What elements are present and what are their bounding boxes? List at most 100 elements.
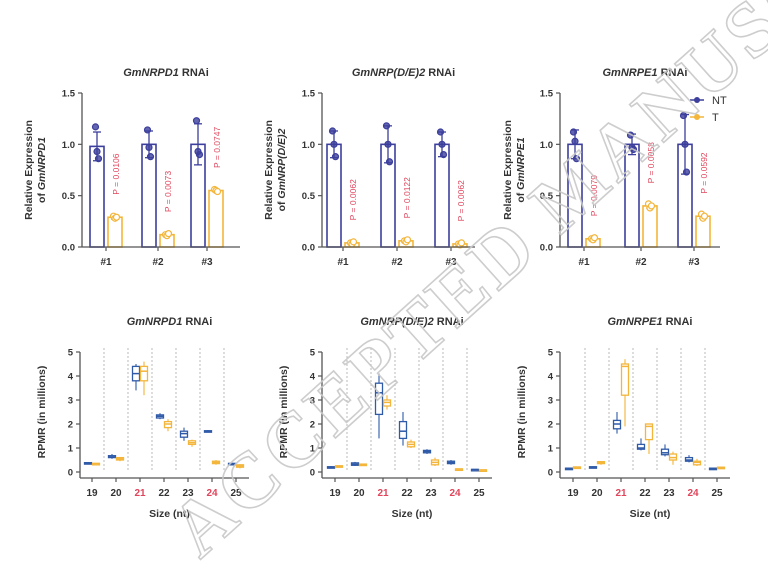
y-label-gene: GmNRPE1 [515,137,527,190]
y-tick-label: 3 [310,396,315,407]
x-tick-label: #3 [445,257,457,268]
y-tick-label: 5 [68,348,74,359]
x-tick-label: 19 [86,488,98,499]
x-tick-label: 22 [158,488,170,499]
y-axis-label: Relative Expressionof GmNRPD1 [23,120,48,220]
box-chart-2: GmNRP(D/E)2 RNAi RPMR (in millions) Size (… [278,316,492,520]
data-point [94,155,103,163]
data-point [192,117,201,125]
p-value-label: P = 0.0062 [348,179,358,220]
y-tick-label: 1 [548,444,554,455]
y-tick-label: 0 [310,468,315,479]
title-suffix: RNAi [182,316,212,328]
x-tick-label: 20 [591,488,603,499]
data-point [328,127,337,135]
y-tick-label: 1 [310,444,316,455]
bar-NT-#3 [434,143,450,248]
data-point [349,238,358,246]
title-gene: GmNRPE1 [603,67,658,79]
data-point [195,151,204,159]
y-tick-label: 3 [548,396,553,407]
chart-title: GmNRP(D/E)2 RNAi [360,316,463,328]
y-tick-label: 0.0 [302,243,315,254]
title-suffix: RNAi [658,67,688,79]
y-tick-label: 0 [68,468,73,479]
chart-title: GmNRPD1 RNAi [123,67,209,79]
y-axis-label: Relative Expressionof GmNRPE1 [502,120,527,220]
data-point [145,143,153,152]
data-point [681,140,689,148]
x-tick-label: #2 [635,257,647,268]
box-chart-3: GmNRPE1 RNAi RPMR (in millions) Size (nt) 0… [516,316,730,520]
y-label-line1: Relative Expression [263,120,275,220]
chart-title: GmNRPD1 RNAi [127,316,213,328]
y-tick-label: 0.0 [62,243,75,254]
box-T-22 [644,423,654,441]
y-tick-label: 1.0 [540,140,553,151]
title-suffix: RNAi [425,67,455,79]
y-label-line2: of [515,190,527,203]
data-point [457,239,466,247]
x-axis-label: Size (nt) [149,508,190,520]
x-tick-label: 23 [663,488,675,499]
chart-title: GmNRP(D/E)2 RNAi [352,67,455,79]
y-tick-label: 1 [68,444,74,455]
legend-marker-T [694,114,700,120]
x-tick-label: 22 [639,488,651,499]
box-T-21 [620,363,630,396]
x-tick-label: 20 [110,488,122,499]
x-tick-label: 24 [206,488,218,499]
y-tick-label: 2 [310,420,315,431]
y-tick-label: 0.5 [302,191,316,202]
y-tick-label: 4 [310,372,316,383]
y-label-gene: GmNRPD1 [36,137,48,190]
data-point [439,151,448,159]
x-tick-label: 25 [230,488,242,499]
y-tick-label: 1.0 [62,140,75,151]
box-NT-21 [374,382,384,416]
data-point [629,145,638,154]
y-tick-label: 1.5 [62,89,76,100]
title-suffix: RNAi [663,316,693,328]
y-tick-label: 2 [548,420,553,431]
y-tick-label: 5 [548,348,554,359]
x-tick-label: 22 [401,488,413,499]
y-label-line2: of [36,190,48,203]
data-point [330,140,338,148]
data-point [438,140,446,148]
p-value-label: P = 0.0106 [111,153,121,194]
box-NT-23 [660,448,670,456]
legend-marker-NT [694,97,700,103]
bar-T-#2 [642,205,658,248]
data-point [572,155,581,163]
y-tick-label: 2 [68,420,73,431]
title-suffix: RNAi [179,67,209,79]
box-NT-22 [398,420,408,440]
x-tick-label: #1 [337,257,349,268]
x-tick-label: #1 [578,257,590,268]
y-axis-label: Relative Expressionof GmNRP(D/E)2 [263,120,288,220]
y-label-line2: of [276,199,288,212]
y-tick-label: 1.5 [302,89,316,100]
data-point [647,202,656,210]
y-tick-label: 1.5 [540,89,554,100]
x-tick-label: 23 [182,488,194,499]
data-point [700,212,709,220]
data-point [679,111,688,120]
title-suffix: RNAi [434,316,464,328]
x-tick-label: 25 [711,488,723,499]
watermark: ACCEPTED MANUSCRIPT [153,0,768,573]
p-value-label: P = 0.0122 [402,177,412,218]
x-tick-label: #2 [152,257,164,268]
y-tick-label: 0.0 [540,243,553,254]
x-axis-label: Size (nt) [630,508,671,520]
title-gene: GmNRP(D/E)2 [360,316,433,328]
y-tick-label: 3 [68,396,73,407]
y-label-line1: Relative Expression [502,120,514,220]
legend-label: NT [712,95,727,107]
p-value-label: P = 0.0592 [699,152,709,193]
p-value-label: P = 0.0079 [589,175,599,216]
data-point [91,123,100,131]
y-axis-label: RPMR (in millions) [516,366,528,459]
